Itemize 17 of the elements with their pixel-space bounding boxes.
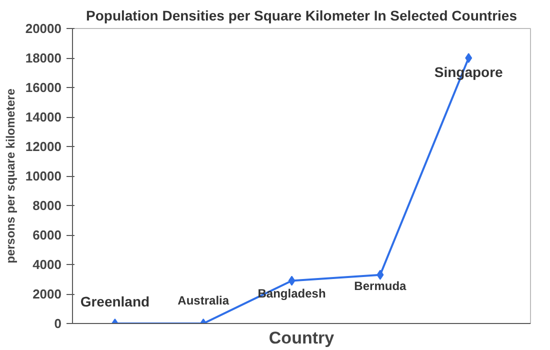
y-tick-label: 0 bbox=[54, 316, 62, 331]
y-tick-label: 10000 bbox=[25, 168, 62, 184]
chart-title: Population Densities per Square Kilometer In Selected Countries bbox=[86, 8, 518, 24]
y-tick-label: 16000 bbox=[25, 80, 62, 95]
y-tick-label: 2000 bbox=[32, 286, 62, 302]
y-tick-label: 14000 bbox=[25, 110, 62, 124]
y-axis-title: persons per square kilometere bbox=[3, 88, 18, 264]
x-axis-title: Country bbox=[268, 328, 335, 348]
y-tick-label: 6000 bbox=[32, 228, 62, 242]
y-tick-label: 4000 bbox=[32, 257, 62, 272]
x-tick-label: Australia bbox=[178, 294, 230, 308]
y-tick-label: 12000 bbox=[25, 139, 62, 154]
x-tick-label: Bermuda bbox=[354, 278, 407, 293]
y-tick-label: 20000 bbox=[25, 21, 62, 36]
x-tick-label: Greenland bbox=[80, 294, 150, 310]
y-tick-label: 18000 bbox=[25, 50, 62, 66]
y-tick-label: 8000 bbox=[32, 198, 62, 213]
